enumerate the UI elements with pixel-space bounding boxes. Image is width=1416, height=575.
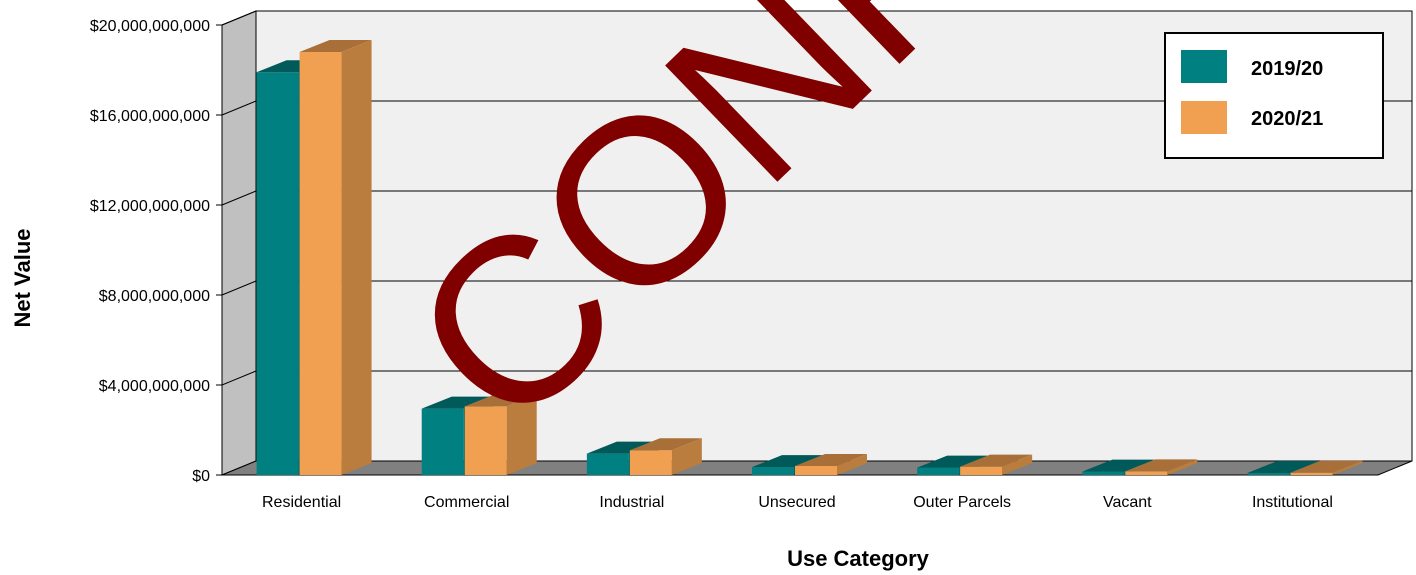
x-category-label: Residential <box>262 494 341 511</box>
gridline-side <box>221 100 257 116</box>
bar-industrial-2020-21 <box>629 438 702 475</box>
bar-institutional-2020-21 <box>1290 460 1363 475</box>
x-category-label: Unsecured <box>758 494 835 511</box>
legend: 2019/20 2020/21 <box>1164 32 1384 159</box>
bar-unsecured-2020-21 <box>795 454 867 475</box>
gridline-side <box>221 10 257 26</box>
x-category-label: Outer Parcels <box>913 494 1011 511</box>
gridline-side <box>221 370 257 386</box>
bar-residential-2020-21 <box>299 40 372 475</box>
gridline-side <box>221 280 257 296</box>
x-category-label: Commercial <box>424 494 509 511</box>
legend-swatch-2019-20 <box>1181 50 1227 83</box>
bars <box>256 40 1363 475</box>
legend-label-2019-20: 2019/20 <box>1251 58 1323 80</box>
y-tick-label: $12,000,000,000 <box>90 198 210 215</box>
legend-label-2020-21: 2020/21 <box>1251 108 1323 130</box>
y-tick-label: $16,000,000,000 <box>90 108 210 125</box>
x-category-label: Vacant <box>1103 494 1152 511</box>
x-category-label: Industrial <box>599 494 664 511</box>
bar-commercial-2020-21 <box>464 394 537 475</box>
y-tick-label: $4,000,000,000 <box>99 378 210 395</box>
y-tick-label: $20,000,000,000 <box>90 18 210 35</box>
x-category-label: Institutional <box>1252 494 1333 511</box>
y-tick-label: $0 <box>192 468 210 485</box>
legend-swatch-2020-21 <box>1181 101 1227 134</box>
y-axis-title: Net Value <box>10 228 35 327</box>
y-tick-label: $8,000,000,000 <box>99 288 210 305</box>
x-axis-categories: Residential Commercial Industrial Unsecured… <box>262 494 1333 511</box>
y-axis-ticks: $0 $4,000,000,000 $8,000,000,000 $12,000,00… <box>90 18 222 485</box>
gridline-side <box>221 190 257 206</box>
x-axis-title: Use Category <box>787 546 930 571</box>
bar-outer-parcels-2020-21 <box>960 454 1033 475</box>
bar-vacant-2020-21 <box>1125 459 1198 475</box>
